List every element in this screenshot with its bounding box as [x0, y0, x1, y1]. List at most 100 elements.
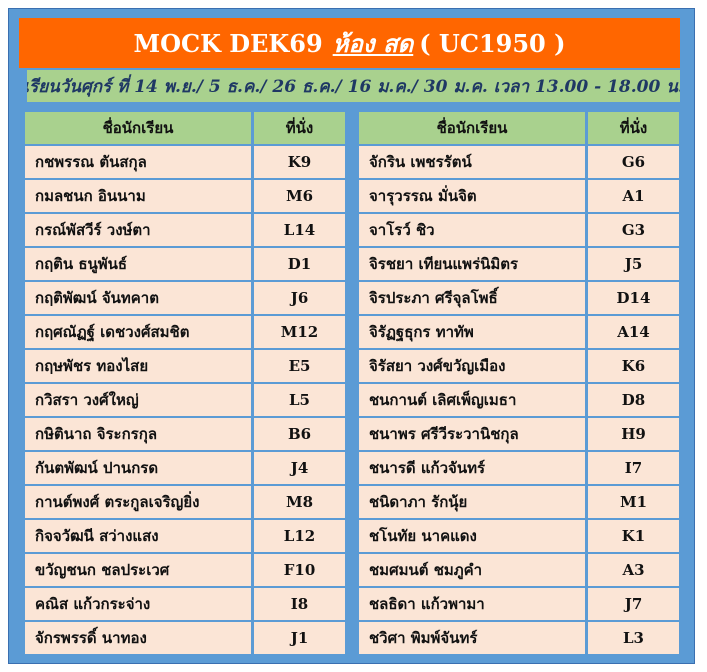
table-row: จิรัสยา วงศ์ขวัญเมือง K6	[359, 350, 679, 384]
table-row: ชนิดาภา รักนุ้ย M1	[359, 486, 679, 520]
table-row: กฤติน ธนูพันธ์ D1	[25, 248, 345, 282]
table-row: กานต์พงศ์ ตระกูลเจริญยิ่ง M8	[25, 486, 345, 520]
table-row: จักริน เพชรรัตน์ G6	[359, 146, 679, 180]
student-table-right: ชื่อนักเรียน ที่นั่ง จักริน เพชรรัตน์ G6 จ…	[359, 112, 679, 656]
student-name: ชโนทัย นาคแดง	[359, 520, 585, 552]
student-name: จาโรว์ ชิว	[359, 214, 585, 246]
header-name: ชื่อนักเรียน	[25, 112, 251, 144]
seat-number: M1	[588, 486, 679, 518]
seat-number: D1	[254, 248, 345, 280]
student-name: กันตพัฒน์ ปานกรด	[25, 452, 251, 484]
table-row: กฤษพัชร ทองไสย E5	[25, 350, 345, 384]
seat-number: D8	[588, 384, 679, 416]
student-name: จารุวรรณ มั่นจิต	[359, 180, 585, 212]
seat-number: F10	[254, 554, 345, 586]
seat-number: G6	[588, 146, 679, 178]
student-name: จิรชยา เทียนแพร่นิมิตร	[359, 248, 585, 280]
seat-number: E5	[254, 350, 345, 382]
student-table-left: ชื่อนักเรียน ที่นั่ง กชพรรณ ตันสกุล K9 กมล…	[25, 112, 345, 656]
seat-number: L5	[254, 384, 345, 416]
header-name: ชื่อนักเรียน	[359, 112, 585, 144]
seat-number: M12	[254, 316, 345, 348]
seat-number: A1	[588, 180, 679, 212]
seat-number: K9	[254, 146, 345, 178]
table-row: ขวัญชนก ชลประเวศ F10	[25, 554, 345, 588]
table-row: ชมศมนต์ ชมภูคำ A3	[359, 554, 679, 588]
table-row: จารุวรรณ มั่นจิต A1	[359, 180, 679, 214]
student-name: ชวิศา พิมพ์จันทร์	[359, 622, 585, 654]
table-row: คณิส แก้วกระจ่าง I8	[25, 588, 345, 622]
seat-number: M8	[254, 486, 345, 518]
student-name: กฤษพัชร ทองไสย	[25, 350, 251, 382]
student-name: จิรประภา ศรีจุลโพธิ์	[359, 282, 585, 314]
student-name: ชมศมนต์ ชมภูคำ	[359, 554, 585, 586]
seat-number: I8	[254, 588, 345, 620]
seat-number: L14	[254, 214, 345, 246]
seat-number: J6	[254, 282, 345, 314]
seat-number: L12	[254, 520, 345, 552]
student-name: กวิสรา วงศ์ใหญ่	[25, 384, 251, 416]
table-row: ชนาพร ศรีวีระวานิชกุล H9	[359, 418, 679, 452]
title-main: MOCK DEK69	[133, 28, 323, 58]
table-header: ชื่อนักเรียน ที่นั่ง	[359, 112, 679, 146]
seat-number: J5	[588, 248, 679, 280]
table-row: กษิตินาถ จิระกรกุล B6	[25, 418, 345, 452]
student-name: กมลชนก อินนาม	[25, 180, 251, 212]
table-header: ชื่อนักเรียน ที่นั่ง	[25, 112, 345, 146]
student-name: จิรัสยา วงศ์ขวัญเมือง	[359, 350, 585, 382]
seat-number: I7	[588, 452, 679, 484]
table-row: กชพรรณ ตันสกุล K9	[25, 146, 345, 180]
student-name: ชลธิดา แก้วพามา	[359, 588, 585, 620]
table-row: กันตพัฒน์ ปานกรด J4	[25, 452, 345, 486]
student-name: ขวัญชนก ชลประเวศ	[25, 554, 251, 586]
seat-number: J4	[254, 452, 345, 484]
seat-number: D14	[588, 282, 679, 314]
student-name: กษิตินาถ จิระกรกุล	[25, 418, 251, 450]
student-name: กานต์พงศ์ ตระกูลเจริญยิ่ง	[25, 486, 251, 518]
table-row: กรณ์พัสวีร์ วงษ์ตา L14	[25, 214, 345, 248]
table-row: กฤติพัฒน์ จันทคาต J6	[25, 282, 345, 316]
student-name: ชนารดี แก้วจันทร์	[359, 452, 585, 484]
table-row: จิรชยา เทียนแพร่นิมิตร J5	[359, 248, 679, 282]
student-name: กฤศณัฏฐ์ เดชวงศ์สมชิต	[25, 316, 251, 348]
student-name: ชนิดาภา รักนุ้ย	[359, 486, 585, 518]
table-row: กิจจวัฒนี สว่างแสง L12	[25, 520, 345, 554]
seat-number: J1	[254, 622, 345, 654]
table-row: ชวิศา พิมพ์จันทร์ L3	[359, 622, 679, 656]
student-name: กฤติพัฒน์ จันทคาต	[25, 282, 251, 314]
table-row: กวิสรา วงศ์ใหญ่ L5	[25, 384, 345, 418]
seat-number: L3	[588, 622, 679, 654]
header-seat: ที่นั่ง	[254, 112, 345, 144]
table-row: จิรัฏฐธุกร ทาทัพ A14	[359, 316, 679, 350]
table-row: จาโรว์ ชิว G3	[359, 214, 679, 248]
table-row: ชนารดี แก้วจันทร์ I7	[359, 452, 679, 486]
table-row: ชนกานต์ เลิศเพ็ญเมธา D8	[359, 384, 679, 418]
title-code: ( UC1950 )	[419, 28, 566, 58]
student-name: กรณ์พัสวีร์ วงษ์ตา	[25, 214, 251, 246]
table-row: กฤศณัฏฐ์ เดชวงศ์สมชิต M12	[25, 316, 345, 350]
seat-number: H9	[588, 418, 679, 450]
table-row: ชโนทัย นาคแดง K1	[359, 520, 679, 554]
seat-number: A3	[588, 554, 679, 586]
seat-number: B6	[254, 418, 345, 450]
student-name: จิรัฏฐธุกร ทาทัพ	[359, 316, 585, 348]
student-name: กชพรรณ ตันสกุล	[25, 146, 251, 178]
seat-number: K1	[588, 520, 679, 552]
student-name: คณิส แก้วกระจ่าง	[25, 588, 251, 620]
student-name: กิจจวัฒนี สว่างแสง	[25, 520, 251, 552]
student-name: จักรพรรดิ์ นาทอง	[25, 622, 251, 654]
student-name: กฤติน ธนูพันธ์	[25, 248, 251, 280]
table-row: จิรประภา ศรีจุลโพธิ์ D14	[359, 282, 679, 316]
page-title: MOCK DEK69 ห้อง สด ( UC1950 )	[19, 18, 680, 68]
table-row: ชลธิดา แก้วพามา J7	[359, 588, 679, 622]
student-name: ชนกานต์ เลิศเพ็ญเมธา	[359, 384, 585, 416]
table-row: จักรพรรดิ์ นาทอง J1	[25, 622, 345, 656]
seat-number: K6	[588, 350, 679, 382]
student-name: ชนาพร ศรีวีระวานิชกุล	[359, 418, 585, 450]
seat-number: J7	[588, 588, 679, 620]
header-seat: ที่นั่ง	[588, 112, 679, 144]
table-row: กมลชนก อินนาม M6	[25, 180, 345, 214]
seat-number: G3	[588, 214, 679, 246]
student-name: จักริน เพชรรัตน์	[359, 146, 585, 178]
seat-number: M6	[254, 180, 345, 212]
